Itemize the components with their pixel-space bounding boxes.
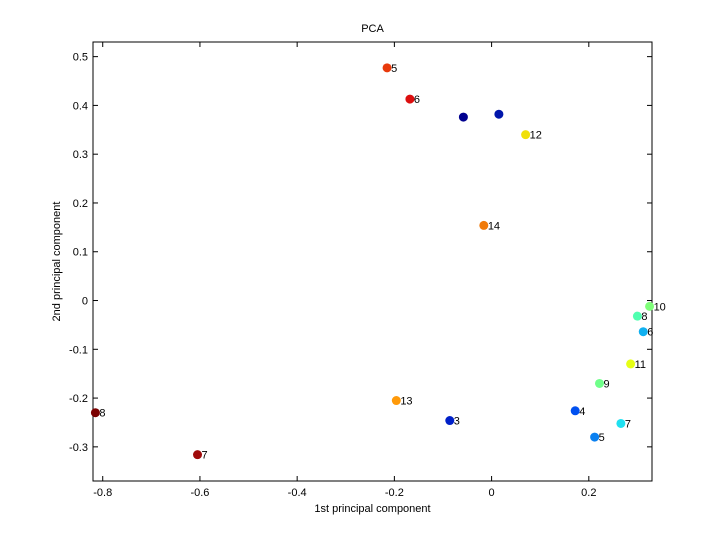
point-label: 8 — [641, 311, 647, 323]
point-label: 12 — [530, 130, 542, 142]
data-point — [391, 396, 401, 406]
data-point — [595, 378, 605, 388]
point-label: 7 — [625, 418, 631, 430]
data-point — [632, 311, 642, 321]
y-tick-label: 0 — [82, 296, 88, 308]
data-point — [494, 109, 504, 119]
data-point — [521, 130, 531, 140]
x-tick-label: -0.8 — [93, 487, 112, 499]
data-point — [590, 432, 600, 442]
point-label: 3 — [454, 416, 460, 428]
y-axis: -0.3 -0.2 -0.1 0 0.1 0.2 0.3 0.4 0.5 — [69, 52, 652, 454]
y-tick-label: 0.1 — [73, 247, 88, 259]
x-tick-label: 0 — [489, 487, 495, 499]
x-tick-label: -0.2 — [385, 487, 404, 499]
data-point — [445, 416, 455, 426]
data-point — [645, 301, 655, 311]
x-tick-label: -0.4 — [288, 487, 307, 499]
point-label: 10 — [654, 301, 666, 313]
plot-frame — [92, 41, 653, 482]
data-point — [626, 359, 636, 369]
point-label: 5 — [391, 63, 397, 75]
point-label: 4 — [579, 406, 585, 418]
point-label: 5 — [599, 432, 605, 444]
point-label: 13 — [400, 396, 412, 408]
data-point — [479, 220, 489, 230]
y-tick-label: -0.1 — [69, 344, 88, 356]
point-label: 8 — [99, 408, 105, 420]
point-label: 6 — [414, 94, 420, 106]
data-point — [638, 327, 648, 337]
y-tick-label: 0.3 — [73, 149, 88, 161]
chart-title: PCA — [361, 23, 384, 35]
y-tick-label: 0.5 — [73, 52, 88, 64]
point-label: 7 — [202, 450, 208, 462]
point-label: 14 — [488, 220, 500, 232]
y-axis-title: 2nd principal component — [51, 202, 63, 322]
point-label: 9 — [604, 378, 610, 390]
x-tick-label: -0.6 — [190, 487, 209, 499]
data-point — [405, 94, 415, 104]
point-label: 11 — [635, 359, 646, 371]
y-tick-label: -0.3 — [69, 442, 88, 454]
y-tick-label: 0.4 — [73, 100, 88, 112]
data-point — [570, 406, 580, 416]
point-label: 6 — [647, 327, 653, 339]
data-point — [458, 112, 468, 122]
x-tick-label: 0.2 — [581, 487, 596, 499]
data-point — [616, 418, 626, 428]
data-point — [382, 63, 392, 73]
x-axis: -0.8 -0.6 -0.4 -0.2 0 0.2 — [93, 42, 596, 499]
data-point — [90, 408, 100, 418]
x-axis-title: 1st principal component — [314, 503, 430, 515]
data-point — [193, 450, 203, 460]
y-tick-label: 0.2 — [73, 198, 88, 210]
y-tick-label: -0.2 — [69, 393, 88, 405]
